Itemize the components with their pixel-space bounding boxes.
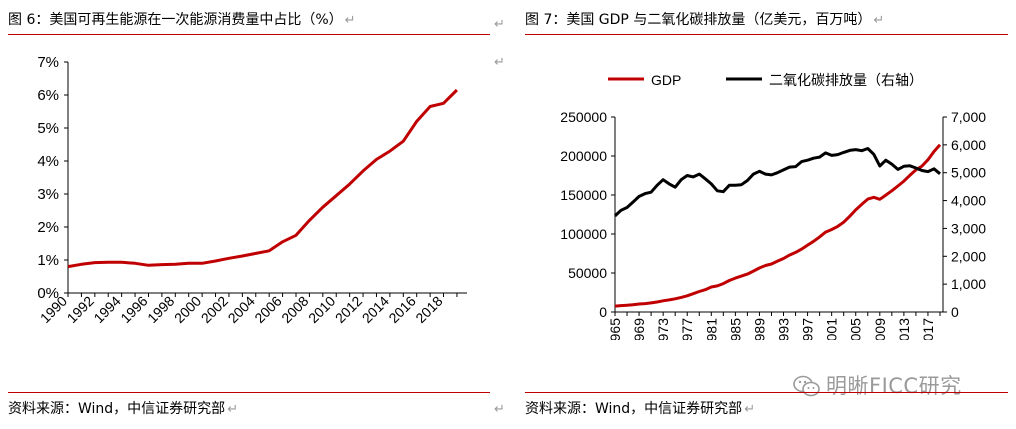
left-x-tick-label: 2018 xyxy=(412,293,445,326)
left-y-tick-label: 5% xyxy=(37,120,59,137)
left-axes xyxy=(67,62,467,294)
right-left-y-axis-ticks: 0 50000 100000 150000 200000 250000 xyxy=(560,109,615,320)
right-right-y-tick-label: 3,000 xyxy=(951,220,986,236)
right-right-y-tick-label: 7,000 xyxy=(951,109,986,125)
right-right-y-tick-label: 1,000 xyxy=(951,276,986,292)
right-source-rule xyxy=(525,392,1008,393)
right-right-y-tick-label: 5,000 xyxy=(951,165,986,181)
right-x-tick-label: 2009 xyxy=(872,318,888,340)
right-left-y-tick-label: 100000 xyxy=(560,226,607,242)
left-chart-title: 图 6：美国可再生能源在一次能源消费量中占比（%） ↵ xyxy=(8,10,356,30)
right-chart-title-text: 图 7：美国 GDP 与二氧化碳排放量（亿美元，百万吨） xyxy=(525,12,872,28)
return-mark-icon: ↵ xyxy=(344,13,356,28)
left-source-text: 资料来源：Wind，中信证券研究部 xyxy=(8,401,226,417)
right-source-text: 资料来源：Wind，中信证券研究部 xyxy=(525,401,743,417)
left-source: 资料来源：Wind，中信证券研究部 ↵ xyxy=(8,399,238,419)
right-title-rule xyxy=(525,34,1008,35)
left-x-tick-label: 2004 xyxy=(225,293,258,326)
right-left-y-tick-label: 50000 xyxy=(568,265,607,281)
left-x-tick-label: 1994 xyxy=(90,293,123,326)
right-left-y-tick-label: 250000 xyxy=(560,109,607,125)
left-y-axis-ticks: 0% 1% 2% 3% 4% 5% 6% 7% xyxy=(37,54,68,302)
left-y-tick-label: 2% xyxy=(37,219,59,236)
right-right-y-tick-label: 0 xyxy=(951,304,959,320)
return-mark-icon: ↵ xyxy=(744,402,756,417)
left-y-tick-label: 0% xyxy=(37,285,59,302)
left-y-tick-label: 3% xyxy=(37,186,59,203)
right-x-tick-label: 1997 xyxy=(800,318,816,340)
right-right-y-tick-label: 4,000 xyxy=(951,193,986,209)
left-y-tick-label: 7% xyxy=(37,54,59,71)
co2-emission-line xyxy=(613,147,941,217)
return-mark-icon: ↵ xyxy=(494,55,505,70)
right-chart-title: 图 7：美国 GDP 与二氧化碳排放量（亿美元，百万吨） ↵ xyxy=(525,10,884,30)
left-x-tick-label: 1996 xyxy=(117,293,150,326)
right-series xyxy=(613,143,942,308)
left-x-tick-label: 2012 xyxy=(332,293,365,326)
left-series xyxy=(67,88,458,269)
legend-co2-label: 二氧化碳排放量（右轴） xyxy=(769,72,923,88)
return-mark-icon: ↵ xyxy=(494,402,505,417)
right-x-tick-label: 1973 xyxy=(655,318,671,340)
left-x-tick-label: 2014 xyxy=(359,293,392,326)
right-x-tick-label: 2005 xyxy=(848,318,864,340)
left-x-tick-label: 2016 xyxy=(385,293,418,326)
right-left-y-tick-label: 0 xyxy=(599,304,607,320)
gdp-line xyxy=(614,143,942,308)
legend-gdp-label: GDP xyxy=(651,72,681,88)
renewable-share-line xyxy=(67,88,458,269)
return-mark-icon: ↵ xyxy=(873,13,885,28)
left-line-chart: 0% 1% 2% 3% 4% 5% 6% 7% 19901992199419961998200… xyxy=(37,54,467,326)
right-x-tick-label: 1989 xyxy=(751,318,767,340)
left-x-tick-label: 2000 xyxy=(171,293,204,326)
right-legend: GDP 二氧化碳排放量（右轴） xyxy=(608,72,923,88)
right-x-tick-label: 1977 xyxy=(679,318,695,340)
right-x-axis-ticks: 1965 1969 1973 1977 1981 1985 1989 1993 1997 2001… xyxy=(607,312,941,340)
right-left-y-tick-label: 200000 xyxy=(560,148,607,164)
right-axes xyxy=(614,117,944,313)
left-chart-title-text: 图 6：美国可再生能源在一次能源消费量中占比（%） xyxy=(8,12,343,28)
watermark-text: 明晰FICC研究 xyxy=(826,374,962,398)
left-x-tick-label: 2010 xyxy=(305,293,338,326)
left-y-tick-label: 1% xyxy=(37,252,59,269)
right-x-tick-label: 1969 xyxy=(631,318,647,340)
return-mark-icon: ↵ xyxy=(494,17,505,32)
left-x-tick-label: 2002 xyxy=(198,293,231,326)
right-right-y-axis-ticks: 0 1,000 2,000 3,000 4,000 5,000 6,000 7,000 xyxy=(943,109,986,320)
right-right-y-tick-label: 2,000 xyxy=(951,248,986,264)
right-x-tick-label: 1985 xyxy=(727,318,743,340)
right-dual-axis-chart: GDP 二氧化碳排放量（右轴） 0 50000 100000 150000 200000… xyxy=(560,72,986,340)
left-source-rule xyxy=(8,392,490,393)
left-y-tick-label: 6% xyxy=(37,87,59,104)
right-x-tick-label: 1965 xyxy=(607,318,623,340)
left-x-tick-label: 1992 xyxy=(64,293,97,326)
right-x-tick-label: 1981 xyxy=(703,318,719,340)
right-x-tick-label: 2001 xyxy=(824,318,840,340)
left-title-rule xyxy=(8,34,490,35)
wechat-icon xyxy=(793,375,820,397)
left-x-tick-label: 2006 xyxy=(251,293,284,326)
right-right-y-tick-label: 6,000 xyxy=(951,137,986,153)
left-y-tick-label: 4% xyxy=(37,153,59,170)
right-x-tick-label: 2013 xyxy=(896,318,912,340)
right-source: 资料来源：Wind，中信证券研究部 ↵ xyxy=(525,399,755,419)
right-x-tick-label: 2017 xyxy=(920,318,936,340)
left-x-tick-label: 1998 xyxy=(144,293,177,326)
right-left-y-tick-label: 150000 xyxy=(560,187,607,203)
right-x-tick-label: 1993 xyxy=(776,318,792,340)
left-x-axis-ticks: 1990199219941996199820002002200420062008… xyxy=(37,293,458,326)
return-mark-icon: ↵ xyxy=(227,402,239,417)
left-x-tick-label: 2008 xyxy=(278,293,311,326)
